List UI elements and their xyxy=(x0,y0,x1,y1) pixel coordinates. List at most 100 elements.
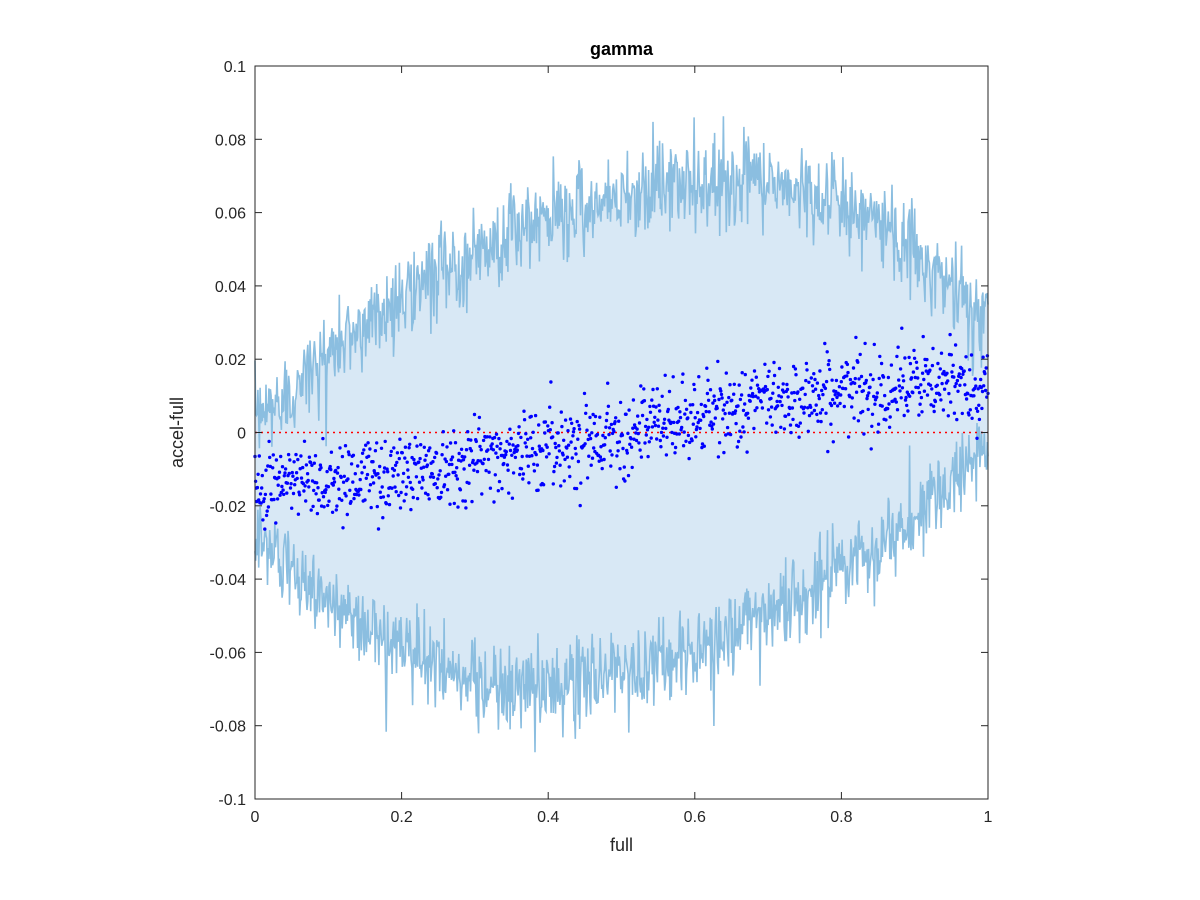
scatter-point xyxy=(356,464,360,468)
scatter-point xyxy=(299,476,304,480)
scatter-point xyxy=(742,430,746,434)
scatter-point xyxy=(364,476,368,480)
scatter-point xyxy=(344,494,348,498)
scatter-point xyxy=(281,488,285,492)
scatter-point xyxy=(920,410,924,414)
scatter-point xyxy=(806,429,810,433)
scatter-point xyxy=(295,476,299,481)
scatter-point xyxy=(411,495,415,500)
scatter-point xyxy=(950,370,954,374)
scatter-point xyxy=(769,405,774,409)
scatter-point xyxy=(533,413,538,418)
scatter-point xyxy=(789,430,793,435)
scatter-point xyxy=(499,441,503,446)
scatter-point xyxy=(563,418,568,422)
scatter-point xyxy=(756,396,760,400)
scatter-point xyxy=(294,452,298,457)
scatter-point xyxy=(303,484,307,488)
scatter-point xyxy=(349,462,354,466)
scatter-point xyxy=(973,377,977,381)
scatter-point xyxy=(445,445,449,449)
scatter-point xyxy=(325,469,329,474)
scatter-point xyxy=(727,395,731,400)
scatter-point xyxy=(937,375,941,379)
scatter-point xyxy=(507,442,511,446)
scatter-point xyxy=(494,432,499,436)
scatter-point xyxy=(341,526,345,530)
scatter-point xyxy=(856,360,860,364)
scatter-point xyxy=(364,443,368,447)
scatter-point xyxy=(879,383,883,387)
scatter-point xyxy=(316,486,320,490)
scatter-point xyxy=(977,417,982,422)
scatter-point xyxy=(280,465,285,469)
scatter-point xyxy=(669,420,673,424)
scatter-point xyxy=(554,461,559,465)
scatter-point xyxy=(951,363,955,367)
scatter-point xyxy=(778,399,782,404)
scatter-point xyxy=(775,399,779,404)
scatter-point xyxy=(577,423,581,428)
scatter-point xyxy=(417,460,421,464)
scatter-point xyxy=(613,420,617,424)
scatter-point xyxy=(946,379,950,383)
scatter-point xyxy=(411,487,415,491)
scatter-point xyxy=(928,368,932,372)
scatter-point xyxy=(829,422,833,426)
scatter-point xyxy=(562,438,566,442)
scatter-point xyxy=(293,483,297,487)
scatter-point xyxy=(590,456,595,460)
scatter-point xyxy=(725,400,729,404)
scatter-point xyxy=(607,426,612,430)
scatter-point xyxy=(346,450,351,454)
scatter-point xyxy=(859,374,864,379)
scatter-point xyxy=(786,395,790,399)
scatter-point xyxy=(785,382,789,387)
scatter-point xyxy=(584,411,588,415)
scatter-point xyxy=(781,382,785,386)
scatter-point xyxy=(299,454,303,458)
scatter-point xyxy=(772,360,776,365)
scatter-point xyxy=(833,393,837,397)
scatter-point xyxy=(820,388,824,393)
scatter-point xyxy=(312,488,316,493)
scatter-point xyxy=(605,411,609,416)
scatter-point xyxy=(315,511,320,516)
scatter-point xyxy=(804,378,808,383)
scatter-point xyxy=(555,455,559,460)
scatter-point xyxy=(318,463,323,467)
scatter-point xyxy=(362,448,366,452)
scatter-point xyxy=(794,373,798,377)
scatter-point xyxy=(888,415,892,419)
scatter-point xyxy=(338,446,342,450)
scatter-point xyxy=(353,472,357,476)
scatter-point xyxy=(510,496,515,500)
scatter-point xyxy=(292,460,296,464)
scatter-point xyxy=(549,380,553,384)
scatter-point xyxy=(842,404,846,409)
scatter-point xyxy=(901,379,906,383)
scatter-point xyxy=(269,492,273,496)
scatter-point xyxy=(606,404,611,408)
scatter-point xyxy=(518,472,522,477)
scatter-point xyxy=(914,360,919,364)
scatter-point xyxy=(722,450,726,455)
scatter-point xyxy=(606,381,610,385)
scatter-point xyxy=(739,435,743,439)
scatter-point xyxy=(626,473,631,478)
scatter-point xyxy=(455,477,460,481)
scatter-point xyxy=(603,443,607,447)
scatter-point xyxy=(327,499,331,503)
scatter-point xyxy=(843,387,848,391)
scatter-point xyxy=(655,437,659,441)
scatter-point xyxy=(535,463,540,467)
scatter-point xyxy=(439,490,444,495)
scatter-point xyxy=(360,451,365,455)
scatter-point xyxy=(264,513,269,518)
scatter-point xyxy=(485,435,489,439)
scatter-point xyxy=(779,425,783,429)
scatter-point xyxy=(658,409,662,413)
scatter-point xyxy=(818,411,823,415)
scatter-point xyxy=(478,444,482,449)
